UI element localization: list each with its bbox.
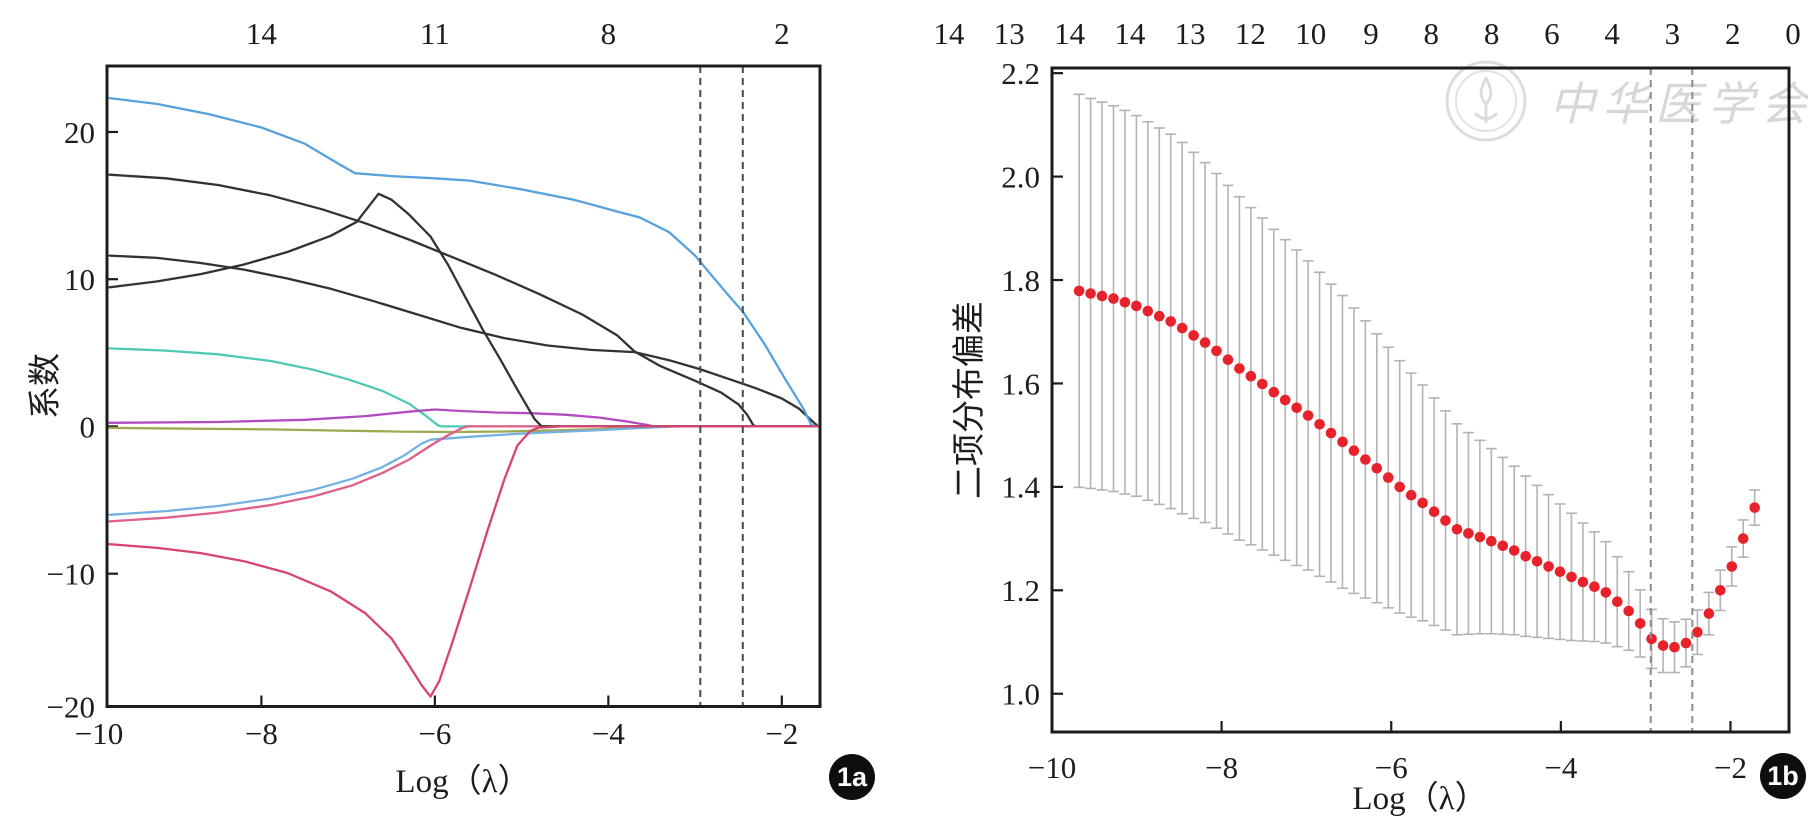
y-tick-label: 0 (80, 409, 96, 444)
panel-b: −10 −8 −6 −4 −21.01.21.41.61.82.02.214 13 14 14… (934, 16, 1801, 785)
panel-a-top-axis-labels: 14 11 8 2 (246, 16, 790, 51)
y-tick-label: 20 (64, 115, 95, 150)
panel-a-badge: 1a (829, 754, 875, 800)
x-tick-label: −6 (418, 716, 451, 751)
x-tick-label: −2 (765, 716, 798, 751)
deviance-points (1073, 285, 1760, 653)
pink-path (108, 425, 820, 523)
panel-a-data-layer (108, 96, 820, 698)
black-upper-path (108, 173, 820, 428)
df-count-label: 6 (1544, 16, 1560, 51)
df-count-label: 8 (1484, 16, 1500, 51)
teal-path (108, 347, 820, 428)
y-tick-label: −10 (47, 557, 95, 592)
panel-b-x-axis-title: Log（λ） (1352, 781, 1488, 816)
df-count-label: 8 (601, 16, 617, 51)
y-tick-label: 2.2 (1001, 56, 1040, 91)
y-tick-label: 1.8 (1001, 263, 1040, 298)
panel-b-top-axis-labels: 14 13 14 14 13 12 10 9 8 8 6 4 3 2 0 (934, 16, 1801, 51)
df-count-label: 14 (1054, 16, 1086, 51)
panel-b-y-axis: 1.0 1.2 1.4 1.6 1.8 2.0 2.2 (1001, 56, 1063, 712)
df-count-label: 8 (1424, 16, 1440, 51)
panel-b-badge: 1b (1760, 753, 1806, 799)
panel-a-x-axis-title: Log（λ） (395, 764, 531, 800)
x-tick-label: −4 (592, 716, 625, 751)
y-tick-label: 10 (64, 262, 95, 297)
df-count-label: 14 (1114, 16, 1146, 51)
blue-path (108, 96, 820, 428)
panel-a-y-axis-title: 系数 (28, 353, 64, 419)
x-tick-label: −2 (1714, 750, 1747, 785)
error-bars (1073, 93, 1761, 674)
light-blue-path (108, 425, 820, 516)
panel-a-x-axis: −10 −8 −6 −4 −2 (75, 695, 798, 751)
df-count-label: 10 (1295, 16, 1326, 51)
x-tick-label: −8 (1205, 750, 1238, 785)
df-count-label: 4 (1604, 16, 1620, 51)
x-tick-label: −6 (1375, 750, 1408, 785)
df-count-label: 0 (1785, 16, 1801, 51)
df-count-label: 2 (1725, 16, 1741, 51)
black-peaked-path (108, 192, 820, 428)
df-count-label: 11 (420, 16, 450, 51)
black-middle-path (108, 254, 820, 428)
y-tick-label: 2.0 (1001, 159, 1040, 194)
x-tick-label: −4 (1544, 750, 1577, 785)
y-tick-label: 1.2 (1001, 573, 1040, 608)
panel-b-data-layer (1073, 93, 1761, 674)
plot-box (1050, 66, 1791, 734)
y-tick-label: 1.0 (1001, 677, 1040, 712)
df-count-label: 2 (774, 16, 790, 51)
x-tick-label: −10 (1028, 750, 1076, 785)
df-count-label: 12 (1235, 16, 1266, 51)
plot-box (105, 64, 822, 708)
df-count-label: 13 (1175, 16, 1206, 51)
df-count-label: 14 (934, 16, 966, 51)
magenta-path (108, 408, 820, 428)
df-count-label: 13 (994, 16, 1025, 51)
df-count-label: 14 (246, 16, 278, 51)
panel-b-y-axis-title: 二项分布偏差 (952, 301, 988, 499)
y-tick-label: −20 (47, 689, 95, 724)
crimson-v-path (108, 425, 820, 698)
x-tick-label: −8 (245, 716, 278, 751)
panel-a-y-axis: −20 −10 0 10 20 (47, 115, 118, 724)
df-count-label: 9 (1363, 16, 1379, 51)
df-count-label: 3 (1665, 16, 1681, 51)
x-tick-label: −10 (75, 716, 123, 751)
y-tick-label: 1.6 (1001, 366, 1040, 401)
y-tick-label: 1.4 (1001, 470, 1040, 505)
